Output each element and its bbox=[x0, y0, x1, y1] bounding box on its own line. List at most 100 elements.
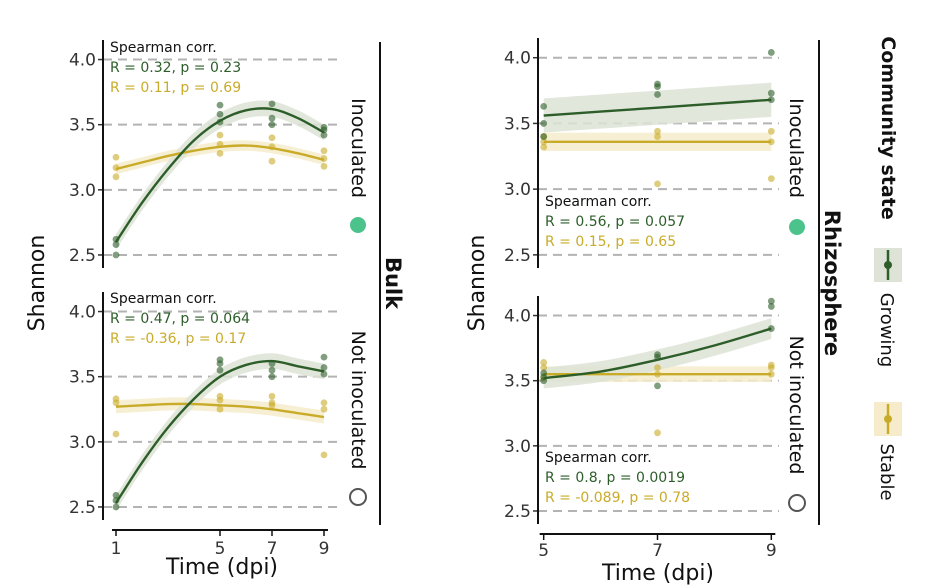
data-point-stable bbox=[767, 361, 775, 369]
data-point-stable bbox=[112, 395, 120, 403]
data-point-growing bbox=[112, 241, 120, 248]
y-tick-label: 3.0 bbox=[69, 181, 96, 201]
data-point-growing bbox=[216, 356, 224, 364]
data-point-stable bbox=[767, 127, 775, 135]
data-point-stable bbox=[540, 359, 548, 366]
data-point-growing bbox=[540, 120, 548, 127]
confidence-band-growing bbox=[116, 353, 324, 511]
data-point-stable bbox=[654, 133, 661, 140]
y-tick-label: 4.0 bbox=[504, 307, 531, 327]
data-point-growing bbox=[268, 114, 276, 122]
data-point-growing bbox=[654, 382, 661, 390]
annotation-stable: R = -0.36, p = 0.17 bbox=[110, 331, 246, 347]
legend-key-stable bbox=[874, 402, 902, 436]
x-tick-label: 7 bbox=[267, 539, 278, 559]
y-axis-title-rhizosphere: Shannon bbox=[465, 235, 490, 332]
y-tick-label: 4.0 bbox=[504, 49, 531, 69]
fit-line-stable bbox=[115, 402, 325, 419]
fit-line-growing bbox=[115, 107, 325, 243]
strip-rhizosphere-inoculated: Inoculated bbox=[785, 98, 807, 198]
data-point-stable bbox=[268, 392, 276, 400]
x-tick-label: 9 bbox=[319, 539, 330, 559]
y-tick-label: 2.5 bbox=[69, 498, 96, 518]
data-point-growing bbox=[216, 366, 224, 374]
data-point-growing bbox=[767, 297, 775, 305]
data-point-stable bbox=[216, 392, 224, 400]
y-tick-label: 3.5 bbox=[504, 372, 531, 392]
legend-label-stable: Stable bbox=[876, 443, 897, 500]
y-axis-title-bulk: Shannon bbox=[25, 235, 50, 332]
strip-bulk-label: Bulk bbox=[381, 257, 405, 310]
x-axis-title-rhizosphere: Time (dpi) bbox=[601, 561, 714, 586]
panel-rhizosphere-not-inoculated: 4.0 3.5 3.0 2.5 5 7 9 Spearman corr. R = 0.8, p … bbox=[504, 296, 779, 561]
inoculated-marker-icon bbox=[789, 219, 805, 235]
data-point-growing bbox=[268, 100, 276, 108]
data-point-growing bbox=[767, 49, 775, 56]
annotation-growing: R = 0.32, p = 0.23 bbox=[110, 60, 241, 76]
data-point-growing bbox=[268, 366, 276, 374]
data-point-stable bbox=[540, 138, 548, 146]
strip-bulk-not-inoculated: Not inoculated bbox=[347, 331, 369, 470]
strip-rhizosphere-label: Rhizosphere bbox=[820, 210, 844, 356]
x-tick-label: 1 bbox=[111, 539, 122, 559]
data-point-growing bbox=[320, 353, 328, 361]
not-inoculated-marker-icon bbox=[788, 494, 806, 512]
data-point-growing bbox=[268, 373, 276, 381]
annotation-growing: R = 0.8, p = 0.0019 bbox=[545, 470, 685, 486]
y-tick-label: 4.0 bbox=[69, 51, 96, 71]
panel-bulk-not-inoculated: 4.0 3.5 3.0 2.5 1 5 7 9 Spearman corr. R = 0.47, … bbox=[69, 291, 339, 559]
y-tick-label: 4.0 bbox=[69, 303, 96, 323]
confidence-band-growing bbox=[116, 100, 324, 250]
data-point-growing bbox=[112, 251, 120, 259]
data-point-stable bbox=[320, 147, 328, 155]
x-tick-label: 9 bbox=[766, 541, 777, 561]
y-tick-label: 2.5 bbox=[504, 246, 531, 266]
data-point-stable bbox=[540, 143, 548, 151]
data-point-growing bbox=[216, 110, 224, 118]
y-tick-label: 3.0 bbox=[504, 437, 531, 457]
data-point-stable bbox=[320, 405, 328, 413]
data-point-growing bbox=[112, 491, 120, 499]
data-point-stable bbox=[268, 134, 276, 142]
data-point-growing bbox=[540, 369, 548, 377]
data-point-growing bbox=[540, 102, 548, 110]
data-point-growing bbox=[767, 303, 775, 310]
data-point-stable bbox=[268, 157, 276, 165]
data-point-growing bbox=[320, 364, 328, 371]
annotation-stable: R = 0.15, p = 0.65 bbox=[545, 234, 676, 250]
data-point-stable bbox=[654, 364, 661, 372]
data-point-stable bbox=[320, 399, 328, 407]
data-point-growing bbox=[654, 80, 661, 88]
y-tick-label: 3.5 bbox=[69, 368, 96, 388]
data-point-stable bbox=[112, 430, 120, 438]
data-point-growing bbox=[112, 503, 120, 511]
panel-bulk-inoculated: 4.0 3.5 3.0 2.5 Spearman corr. R = 0.32, p = … bbox=[69, 40, 339, 268]
strip-bulk-inoculated: Inoculated bbox=[347, 98, 369, 198]
x-tick-label: 5 bbox=[215, 539, 226, 559]
annotation-stable: R = 0.11, p = 0.69 bbox=[110, 80, 241, 96]
annotation-title: Spearman corr. bbox=[545, 194, 652, 210]
fit-line-growing bbox=[543, 327, 772, 380]
data-point-stable bbox=[268, 399, 276, 407]
annotation-growing: R = 0.56, p = 0.057 bbox=[545, 214, 685, 230]
data-point-growing bbox=[767, 89, 775, 97]
data-point-growing bbox=[268, 121, 276, 129]
fit-line-growing bbox=[543, 98, 772, 117]
legend-label-growing: Growing bbox=[876, 293, 897, 368]
legend-title: Community state bbox=[877, 36, 899, 219]
data-point-stable bbox=[654, 127, 661, 135]
data-point-stable bbox=[320, 451, 328, 459]
y-tick-label: 3.5 bbox=[504, 114, 531, 134]
data-point-growing bbox=[540, 133, 548, 140]
data-point-growing bbox=[320, 131, 328, 139]
fit-line-growing bbox=[114, 359, 325, 504]
fit-line-stable bbox=[115, 144, 325, 171]
data-point-stable bbox=[540, 364, 548, 372]
data-point-stable bbox=[216, 131, 224, 139]
data-point-stable bbox=[112, 173, 120, 181]
not-inoculated-marker-icon bbox=[349, 488, 367, 506]
x-tick-label: 7 bbox=[652, 541, 663, 561]
panel-rhizosphere-inoculated: 4.0 3.5 3.0 2.5 Spearman corr. R = 0.56, p = … bbox=[504, 38, 779, 268]
y-tick-label: 3.0 bbox=[504, 180, 531, 200]
